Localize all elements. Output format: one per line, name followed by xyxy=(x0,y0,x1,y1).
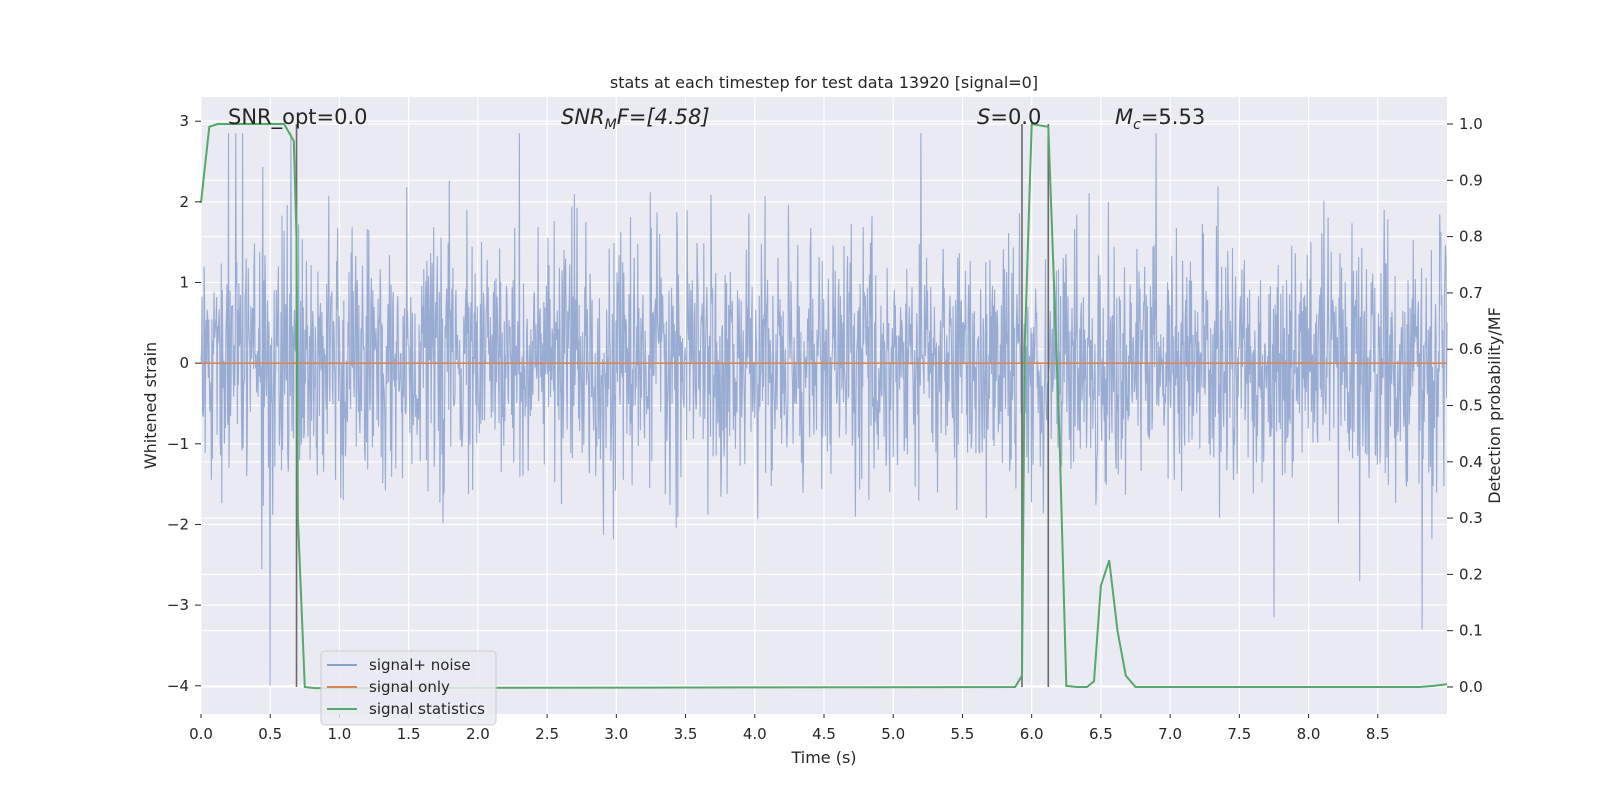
annotation-snr-opt: SNR_opt=0.0 xyxy=(228,105,368,130)
x-tick-label: 4.5 xyxy=(812,725,836,743)
annotation-snr-mf: SNRMF=[4.58] xyxy=(561,105,710,133)
x-tick-label: 3.0 xyxy=(604,725,628,743)
annotation-mc-value: =5.53 xyxy=(1141,105,1205,129)
annotation-snr-mf-subscript: M xyxy=(605,117,617,133)
y-tick-label: 2 xyxy=(179,193,189,211)
annotation-s-value: =0.0 xyxy=(990,105,1041,129)
y-axis-right-label: Detection probability/MF xyxy=(1485,307,1504,504)
y-right-tick-label: 0.9 xyxy=(1459,171,1483,189)
y-tick-label: −3 xyxy=(167,596,189,614)
x-tick-label: 7.0 xyxy=(1158,725,1182,743)
x-tick-label: 7.5 xyxy=(1227,725,1251,743)
annotation-mc: Mc=5.53 xyxy=(1115,105,1205,133)
annotation-snr-mf-value: F=[4.58] xyxy=(617,105,710,129)
y-right-tick-label: 0.0 xyxy=(1459,678,1483,696)
x-tick-label: 1.0 xyxy=(328,725,352,743)
y-right-tick-label: 0.6 xyxy=(1459,340,1483,358)
y-right-tick-label: 0.3 xyxy=(1459,509,1483,527)
legend: signal+ noise signal only signal statist… xyxy=(320,650,497,726)
y-tick-label: 1 xyxy=(179,274,189,292)
x-tick-label: 6.5 xyxy=(1089,725,1113,743)
annotation-mc-subscript: c xyxy=(1133,117,1141,133)
x-tick-label: 3.5 xyxy=(674,725,698,743)
y-right-tick-label: 0.2 xyxy=(1459,565,1483,583)
x-tick-label: 0.0 xyxy=(189,725,213,743)
legend-label-signal-only: signal only xyxy=(369,678,450,696)
y-right-tick-label: 0.8 xyxy=(1459,228,1483,246)
x-tick-label: 6.0 xyxy=(1020,725,1044,743)
annotation-s-symbol: S xyxy=(977,105,990,129)
legend-box xyxy=(320,650,497,726)
y-right-tick-label: 0.4 xyxy=(1459,453,1483,471)
series-signal-plus-noise xyxy=(200,133,1448,686)
y-right-tick-label: 1.0 xyxy=(1459,115,1483,133)
annotation-snr-mf-symbol: SNR xyxy=(561,105,605,129)
x-tick-label: 1.5 xyxy=(397,725,421,743)
x-tick-label: 4.0 xyxy=(743,725,767,743)
tick-labels: 0.0 0.5 1.0 1.5 2.0 2.5 3.0 3.5 4.0 4.5 5.0 5.5 6.0 6… xyxy=(167,112,1483,743)
x-axis-label: Time (s) xyxy=(790,748,856,767)
x-tick-label: 2.0 xyxy=(466,725,490,743)
y-right-tick-label: 0.1 xyxy=(1459,622,1483,640)
noise-line xyxy=(200,133,1448,686)
annotation-mc-symbol: M xyxy=(1115,105,1133,129)
x-tick-label: 5.0 xyxy=(881,725,905,743)
legend-label-signal-statistics: signal statistics xyxy=(369,700,485,718)
chart-title: stats at each timestep for test data 139… xyxy=(610,73,1038,92)
y-right-tick-label: 0.5 xyxy=(1459,397,1483,415)
y-right-tick-label: 0.7 xyxy=(1459,284,1483,302)
x-tick-label: 2.5 xyxy=(535,725,559,743)
x-tick-label: 5.5 xyxy=(951,725,975,743)
x-tick-label: 0.5 xyxy=(258,725,282,743)
y-tick-label: −4 xyxy=(167,677,189,695)
y-tick-label: 3 xyxy=(179,112,189,130)
series-signal-statistics xyxy=(200,122,1448,690)
signal-statistics-line xyxy=(200,122,1448,690)
x-tick-label: 8.5 xyxy=(1366,725,1390,743)
x-tick-label: 8.0 xyxy=(1297,725,1321,743)
y-tick-label: −1 xyxy=(167,435,189,453)
y-tick-label: −2 xyxy=(167,515,189,533)
legend-label-signal-plus-noise: signal+ noise xyxy=(369,656,471,674)
annotation-s: S=0.0 xyxy=(977,105,1041,129)
y-tick-label: 0 xyxy=(179,354,189,372)
y-axis-label: Whitened strain xyxy=(141,342,160,469)
